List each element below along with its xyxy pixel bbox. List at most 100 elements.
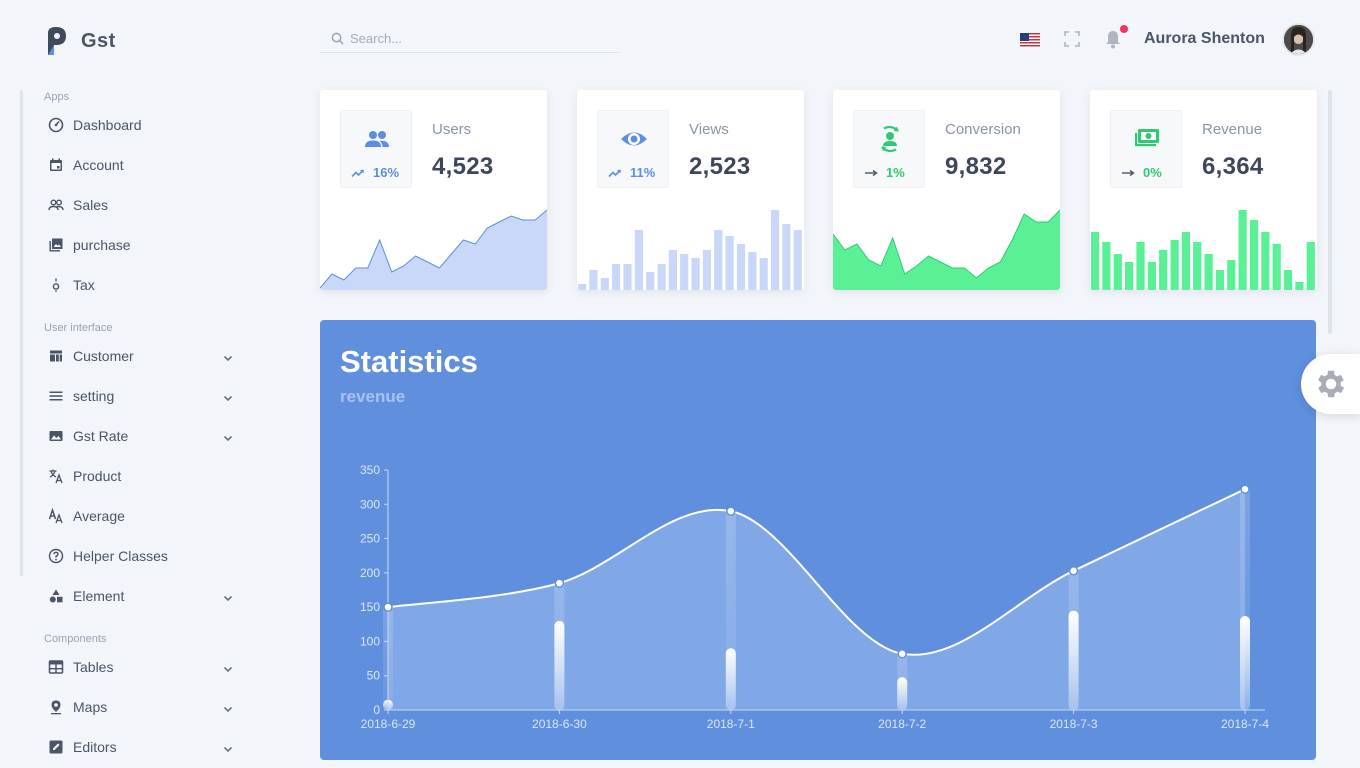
sparkline-bar bbox=[1295, 282, 1304, 290]
sidebar-item-label: purchase bbox=[73, 237, 131, 253]
stat-card-conversion[interactable]: 1% Conversion 9,832 bbox=[833, 90, 1060, 290]
sidebar-scrollbar[interactable] bbox=[20, 90, 23, 576]
search-icon bbox=[331, 32, 344, 45]
sidebar-item-element[interactable]: Element bbox=[46, 582, 241, 610]
y-tick-label: 100 bbox=[360, 634, 380, 648]
eye-icon bbox=[620, 125, 648, 153]
sparkline-bar bbox=[668, 250, 677, 290]
chart-point[interactable] bbox=[897, 649, 907, 659]
people-icon bbox=[46, 195, 66, 215]
sparkline-bar bbox=[1204, 254, 1213, 290]
sidebar-item-tables[interactable]: Tables bbox=[46, 653, 241, 681]
sidebar-item-tax[interactable]: Tax bbox=[46, 271, 241, 299]
sparkline-bar bbox=[1125, 262, 1134, 290]
sidebar-item-gst-rate[interactable]: Gst Rate bbox=[46, 422, 241, 450]
sidebar-item-maps[interactable]: Maps bbox=[46, 693, 241, 721]
sidebar-item-dashboard[interactable]: Dashboard bbox=[46, 111, 241, 139]
sparkline-bar bbox=[1227, 260, 1236, 290]
x-tick-label: 2018-7-2 bbox=[878, 717, 926, 731]
sidebar-item-customer[interactable]: Customer bbox=[46, 342, 241, 370]
statistics-title: Statistics bbox=[340, 344, 478, 379]
trending-up-icon bbox=[351, 169, 364, 177]
sparkline-chart bbox=[833, 209, 1060, 290]
chart-point[interactable] bbox=[383, 602, 393, 612]
sidebar-item-product[interactable]: Product bbox=[46, 462, 241, 490]
stat-card-views[interactable]: 11% Views 2,523 bbox=[577, 90, 804, 290]
chart-point[interactable] bbox=[1068, 566, 1079, 576]
sidebar-item-sales[interactable]: Sales bbox=[46, 191, 241, 219]
sidebar-item-label: Editors bbox=[73, 739, 117, 755]
sparkline-bar bbox=[1091, 232, 1100, 290]
notification-bell-icon[interactable] bbox=[1104, 29, 1122, 49]
chart-point[interactable] bbox=[1240, 484, 1250, 494]
sparkline-chart bbox=[578, 210, 802, 290]
us-flag-icon[interactable] bbox=[1020, 33, 1040, 48]
calendar-icon bbox=[46, 155, 66, 175]
sidebar-item-average[interactable]: Average bbox=[46, 502, 241, 530]
sidebar-item-label: Element bbox=[73, 588, 125, 604]
stat-icon-box: 0% bbox=[1110, 110, 1182, 188]
sidebar-item-setting[interactable]: setting bbox=[46, 382, 241, 410]
stat-icon-box: 16% bbox=[340, 110, 412, 188]
stat-icon-box: 1% bbox=[853, 110, 925, 188]
page-scrollbar[interactable] bbox=[1328, 90, 1332, 334]
chevron-down-icon bbox=[223, 701, 233, 713]
sidebar-item-helper-classes[interactable]: Helper Classes bbox=[46, 542, 241, 570]
chevron-down-icon bbox=[223, 390, 233, 402]
search-bar bbox=[320, 24, 620, 53]
dashboard-icon bbox=[46, 115, 66, 135]
search-input[interactable] bbox=[350, 30, 610, 46]
sparkline-bar bbox=[1283, 270, 1293, 290]
sparkline-bar bbox=[782, 224, 791, 290]
app-title: Gst bbox=[81, 29, 116, 52]
sparkline-area bbox=[833, 210, 1060, 290]
chart-point[interactable] bbox=[726, 506, 736, 516]
sparkline-bar bbox=[1113, 254, 1122, 290]
dashboard-grid-icon bbox=[46, 346, 66, 366]
sparkline-bar bbox=[1102, 242, 1111, 290]
chart-bar bbox=[897, 677, 908, 710]
chevron-down-icon bbox=[223, 430, 233, 442]
sidebar-item-purchase[interactable]: purchase bbox=[46, 231, 241, 259]
trend-indicator: 0% bbox=[1121, 165, 1162, 180]
stat-icon-box: 11% bbox=[597, 110, 669, 188]
stat-value: 9,832 bbox=[945, 153, 1007, 180]
revenue-chart[interactable]: 0 50 100 150 200 250 300 350 2018-6-29 2018-6-30 2… bbox=[320, 320, 1316, 760]
table-icon bbox=[46, 657, 66, 677]
sidebar-item-label: Product bbox=[73, 468, 122, 484]
app-logo[interactable]: Gst bbox=[44, 25, 116, 57]
stat-card-users[interactable]: 16% Users 4,523 bbox=[320, 90, 547, 290]
sparkline-bar bbox=[1272, 244, 1281, 290]
sparkline-bar bbox=[793, 230, 802, 290]
sidebar-item-label: Dashboard bbox=[73, 117, 142, 133]
stat-card-revenue[interactable]: 0% Revenue 6,364 bbox=[1090, 90, 1317, 290]
sidebar-item-label: Account bbox=[73, 157, 124, 173]
chart-bar bbox=[725, 648, 736, 710]
trend-indicator: 16% bbox=[351, 165, 399, 180]
notification-badge bbox=[1120, 25, 1128, 33]
map-pin-icon bbox=[46, 697, 66, 717]
trend-value: 11% bbox=[630, 165, 656, 180]
chart-point[interactable] bbox=[554, 578, 565, 588]
trend-indicator: 1% bbox=[864, 165, 905, 180]
chart-bar bbox=[1240, 616, 1250, 710]
sparkline-bar bbox=[759, 258, 768, 290]
sparkline-bar bbox=[657, 264, 666, 290]
sidebar-item-account[interactable]: Account bbox=[46, 151, 241, 179]
sidebar-item-label: setting bbox=[73, 388, 115, 404]
stat-title: Users bbox=[432, 121, 472, 138]
menu-icon bbox=[46, 386, 66, 406]
stat-title: Revenue bbox=[1202, 121, 1263, 138]
logo-icon bbox=[44, 25, 68, 57]
sparkline-bar bbox=[691, 258, 700, 290]
chevron-down-icon bbox=[223, 661, 233, 673]
avatar[interactable] bbox=[1282, 23, 1315, 56]
sidebar-item-editors[interactable]: Editors bbox=[46, 733, 241, 761]
gear-icon bbox=[1318, 370, 1345, 398]
sidebar-item-label: Tables bbox=[73, 659, 114, 675]
sparkline-bar bbox=[1147, 262, 1156, 290]
settings-button[interactable] bbox=[1301, 354, 1360, 414]
sparkline-chart bbox=[1091, 210, 1315, 290]
fullscreen-icon[interactable] bbox=[1064, 31, 1080, 47]
user-name[interactable]: Aurora Shenton bbox=[1144, 30, 1265, 47]
